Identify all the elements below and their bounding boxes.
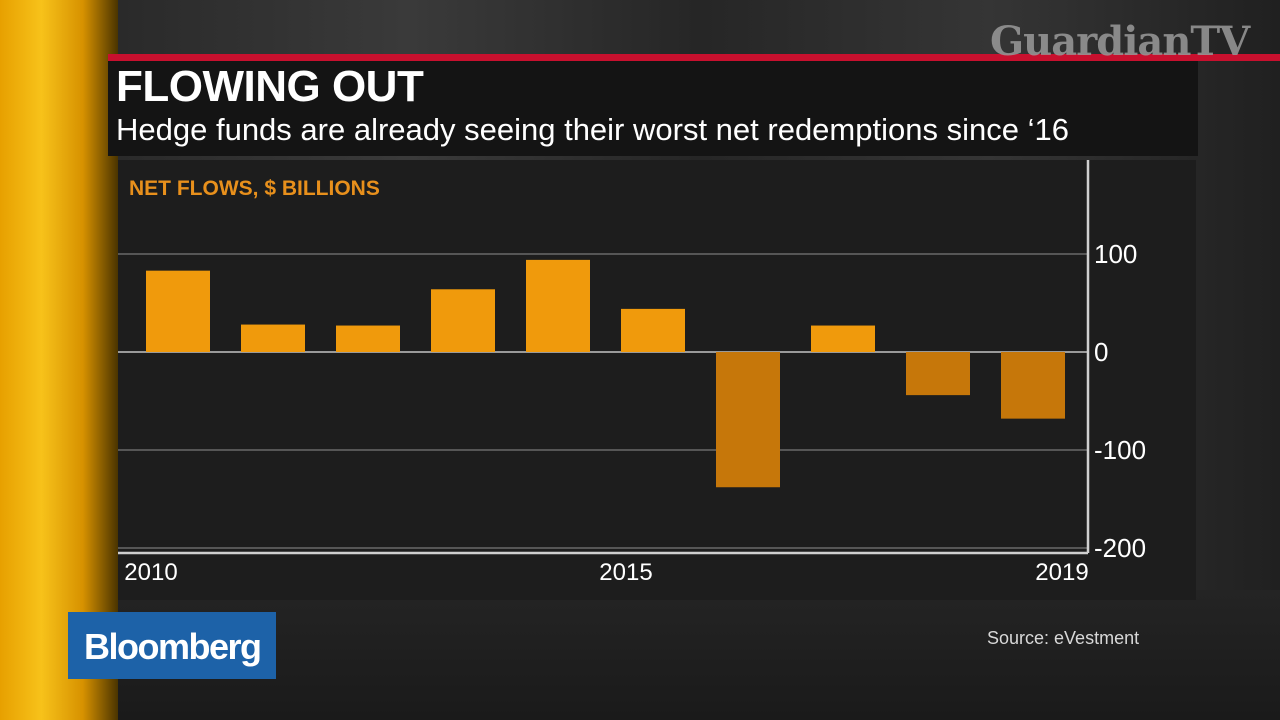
y-tick-label: 100 <box>1094 239 1137 269</box>
headline-box <box>108 61 1198 156</box>
bar-2011 <box>241 324 305 352</box>
bar-2010 <box>146 270 210 352</box>
bar-2013 <box>431 289 495 352</box>
gold-backdrop <box>0 0 118 720</box>
bar-2015 <box>621 308 685 352</box>
bar-2019 <box>1001 352 1065 419</box>
headline-accent-bar <box>108 54 1280 61</box>
chart-subtitle: Hedge funds are already seeing their wor… <box>116 112 1069 147</box>
y-tick-label: 0 <box>1094 337 1108 367</box>
bars <box>146 259 1065 488</box>
bar-2017 <box>811 325 875 352</box>
x-tick-label: 2015 <box>599 559 652 586</box>
x-tick-label: 2019 <box>1035 559 1088 586</box>
studio-floor <box>118 590 1280 720</box>
bar-2018 <box>906 352 970 396</box>
source-note: Source: eVestment <box>987 628 1140 648</box>
tick-labels: 100 0 -100 -200 2010 2015 2019 <box>124 239 1146 586</box>
axes <box>118 160 1090 555</box>
y-axis-title: NET FLOWS, $ BILLIONS <box>129 177 380 200</box>
bloomberg-logo-text: Bloomberg <box>84 626 262 667</box>
bar-2012 <box>336 325 400 352</box>
gridlines <box>118 253 1088 549</box>
chart-title: FLOWING OUT <box>116 62 424 111</box>
guardiantv-watermark: GuardianTV <box>990 18 1250 65</box>
bar-2014 <box>526 259 590 352</box>
y-tick-label: -100 <box>1094 435 1146 465</box>
y-tick-label: -200 <box>1094 533 1146 563</box>
bloomberg-logo <box>68 612 276 679</box>
bar-2016 <box>716 352 780 488</box>
x-tick-label: 2010 <box>124 559 177 586</box>
